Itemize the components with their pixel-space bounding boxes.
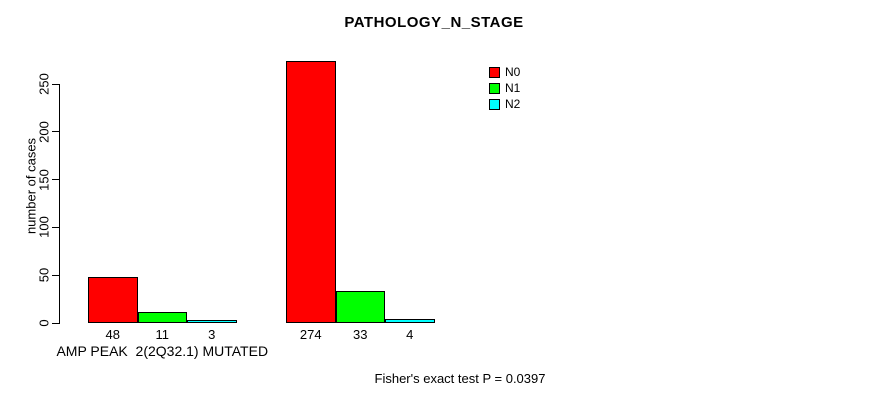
chart-title: PATHOLOGY_N_STAGE xyxy=(344,14,524,31)
fisher-test-annotation: Fisher's exact test P = 0.0397 xyxy=(374,371,546,386)
bar-value-label: 33 xyxy=(353,327,368,342)
legend-label: N2 xyxy=(505,97,521,111)
y-axis-tick-label: 50 xyxy=(36,267,52,283)
bar-value-label: 11 xyxy=(155,327,170,342)
y-axis-tick xyxy=(52,179,59,181)
y-axis-tick-label: 250 xyxy=(36,73,52,95)
legend-label: N0 xyxy=(505,65,521,79)
y-axis-tick xyxy=(52,83,59,85)
y-axis-tick xyxy=(52,322,59,324)
bar-n2-group1 xyxy=(187,320,237,323)
bar-value-label: 4 xyxy=(406,327,414,342)
bar-n1-group1 xyxy=(137,312,187,323)
legend-swatch-n1 xyxy=(489,83,500,94)
bar-n2-group2 xyxy=(385,319,435,323)
y-axis-line xyxy=(59,84,60,324)
y-axis-tick-label: 100 xyxy=(36,216,52,239)
y-axis-tick-label: 0 xyxy=(36,319,52,327)
legend-swatch-n0 xyxy=(489,67,500,78)
bar-value-label: 3 xyxy=(208,327,216,342)
bar-n1-group2 xyxy=(335,291,385,323)
bar-value-label: 274 xyxy=(299,327,322,342)
y-axis-tick-label: 150 xyxy=(36,168,52,191)
y-axis-tick xyxy=(52,226,59,228)
bar-n0-group1 xyxy=(88,277,138,323)
y-axis-tick xyxy=(52,274,59,276)
legend-label: N1 xyxy=(505,81,521,95)
y-axis-tick xyxy=(52,131,59,133)
x-axis-group-label: AMP PEAK 2(2Q32.1) MUTATED xyxy=(56,343,269,359)
y-axis-tick-label: 200 xyxy=(36,120,52,143)
bar-value-label: 48 xyxy=(105,327,120,342)
legend-swatch-n2 xyxy=(489,99,500,110)
bar-n0-group2 xyxy=(286,61,336,323)
